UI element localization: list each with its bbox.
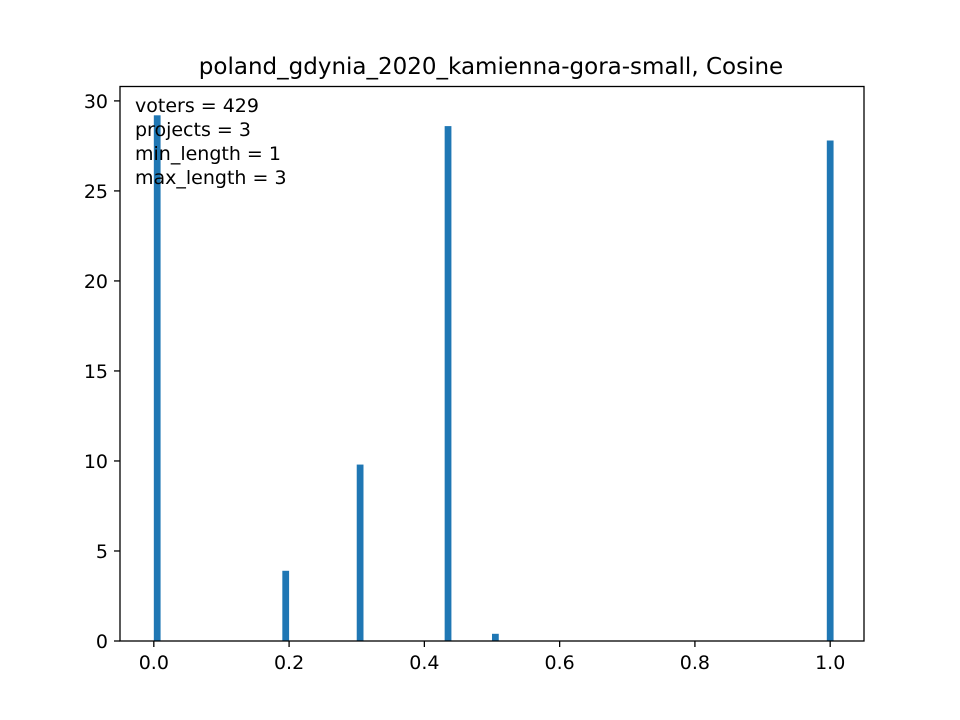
y-tick-label: 0 [96,631,108,653]
y-tick-label: 5 [96,541,108,563]
bar [444,126,452,642]
y-tick-label: 30 [84,91,108,113]
x-tick-label: 0.4 [409,652,439,674]
y-tick-label: 20 [84,271,108,293]
x-axis-ticks: 0.0 0.2 0.4 0.6 0.8 1.0 [139,641,845,674]
x-tick-label: 1.0 [815,652,845,674]
x-tick-label: 0.0 [139,652,169,674]
bar [153,115,161,642]
x-tick-label: 0.2 [274,652,304,674]
annotation-line: projects = 3 [135,119,251,141]
x-tick-label: 0.8 [680,652,710,674]
annotation-line: min_length = 1 [135,143,281,165]
y-tick-label: 25 [84,181,108,203]
bar [356,464,364,641]
chart-title: poland_gdynia_2020_kamienna-gora-small, … [199,54,783,80]
bars-group [153,115,834,642]
y-tick-label: 10 [84,451,108,473]
axes-frame [119,85,865,642]
y-axis-ticks: 0 5 10 15 20 25 30 [84,91,120,653]
bar [492,633,499,641]
y-tick-label: 15 [84,361,108,383]
annotation-line: voters = 429 [135,95,259,117]
x-tick-label: 0.6 [545,652,575,674]
bar [282,570,290,641]
annotation-line: max_length = 3 [135,167,287,189]
bar [826,140,834,641]
